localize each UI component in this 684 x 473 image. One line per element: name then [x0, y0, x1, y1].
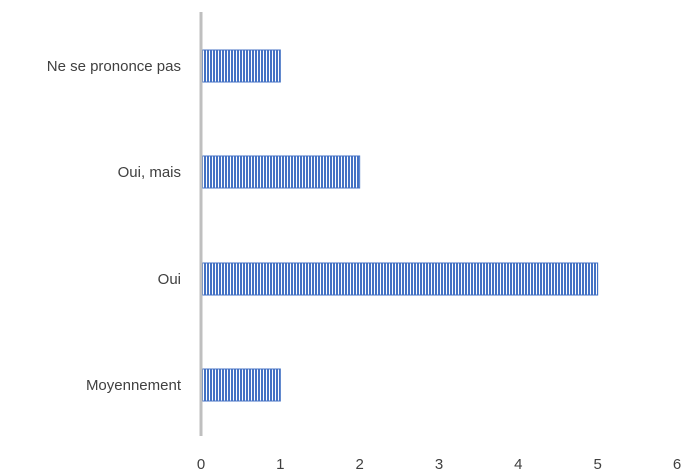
- category-label-2: Oui: [158, 271, 181, 288]
- x-tick-label-5: 5: [593, 456, 601, 473]
- category-labels: Ne se prononce pas Oui, mais Oui Moyennemen…: [47, 58, 182, 394]
- x-tick-label-3: 3: [435, 456, 443, 473]
- x-tick-label-0: 0: [197, 456, 205, 473]
- bar-0: [200, 49, 281, 83]
- x-tick-label-6: 6: [673, 456, 681, 473]
- bar-3: [200, 368, 281, 402]
- x-tick-label-2: 2: [355, 456, 363, 473]
- x-axis-tick-labels: 0 1 2 3 4 5 6: [197, 456, 681, 473]
- category-label-0: Ne se prononce pas: [47, 58, 181, 75]
- bar-2: [200, 262, 599, 296]
- bar-1: [200, 155, 361, 189]
- x-tick-label-1: 1: [276, 456, 284, 473]
- category-label-1: Oui, mais: [118, 164, 181, 181]
- category-label-3: Moyennement: [86, 377, 182, 394]
- bars-layer: [200, 49, 599, 402]
- x-tick-label-4: 4: [514, 456, 522, 473]
